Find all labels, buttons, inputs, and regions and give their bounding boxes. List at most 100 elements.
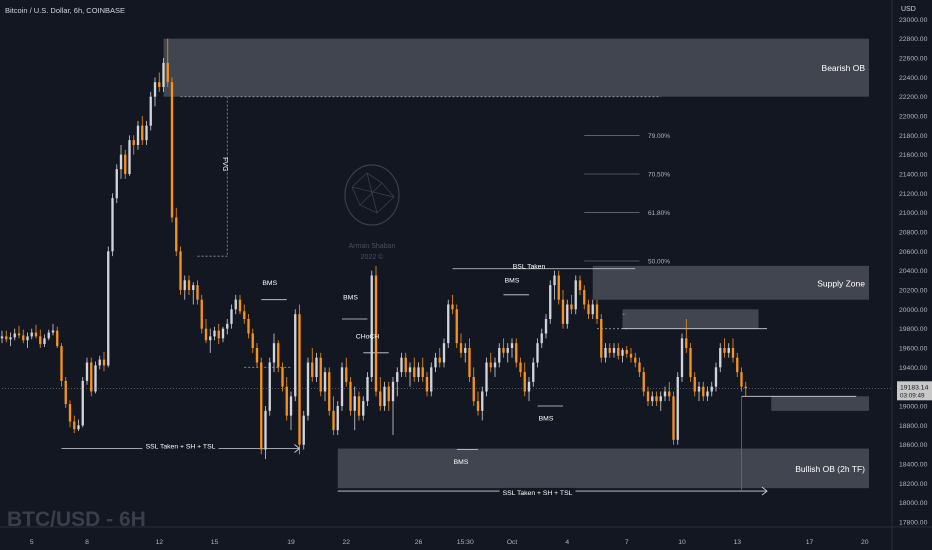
candle-body	[43, 338, 46, 345]
candle-body	[345, 367, 348, 382]
candle-body	[328, 372, 331, 411]
candle-body	[374, 275, 378, 392]
candle-body	[493, 362, 497, 368]
candle-body	[90, 362, 93, 392]
candle-body	[489, 362, 492, 368]
candle-body	[285, 386, 288, 416]
candle-body	[663, 391, 667, 397]
candle-body	[264, 410, 267, 450]
candle-body	[570, 304, 573, 310]
candle-body	[272, 343, 276, 363]
candle-body	[697, 386, 701, 392]
y-tick-label: 23000.00	[899, 17, 928, 24]
candle-body	[723, 348, 726, 353]
candle-body	[166, 62, 169, 83]
candle-body	[111, 198, 114, 252]
candle-body	[421, 367, 424, 377]
candle-body	[676, 377, 679, 440]
x-tick-label: 8	[85, 539, 89, 546]
candle-body	[81, 380, 84, 426]
candle-body	[260, 362, 263, 450]
candle-body	[149, 96, 152, 126]
lines-layer: 79.00% 70.50% 61.80% 50.00%	[61, 96, 857, 496]
candle-body	[629, 353, 633, 358]
candle-body	[731, 348, 735, 358]
candle-body	[281, 367, 284, 387]
candle-body	[727, 348, 730, 353]
annotation-0: FVG	[221, 157, 228, 171]
candle-body	[408, 367, 412, 373]
candle-body	[289, 396, 293, 416]
zone-2	[622, 309, 759, 329]
candle-body	[604, 348, 607, 358]
annotations-layer: FVG BMS BMS CHoCH BMS BMS BMS BSL Taken SSL Take…	[142, 157, 576, 498]
candle-body	[689, 348, 692, 377]
candle-body	[600, 319, 603, 358]
candle-body	[638, 362, 641, 373]
candle-body	[642, 372, 645, 392]
candle-body	[366, 377, 369, 402]
candle-body	[141, 125, 144, 141]
candle-body	[447, 304, 450, 344]
y-axis[interactable]: 23000.00 22800.00 22600.00 22400.00 22200.00…	[891, 0, 928, 550]
logo-author: Arman Shaban	[349, 243, 396, 250]
candle-body	[213, 330, 216, 337]
candle-body	[391, 381, 395, 402]
annotation-6: BMS	[454, 459, 469, 466]
candle-body	[612, 348, 616, 353]
y-tick-label: 20400.00	[899, 268, 928, 275]
annotation-8: SSL Taken + SH + TSL	[146, 444, 216, 451]
candle-body	[221, 328, 225, 339]
candle-body	[34, 332, 38, 337]
x-tick-label: 26	[415, 539, 423, 546]
x-tick-label: 7	[625, 539, 629, 546]
candle-body	[349, 381, 352, 411]
candle-body	[434, 357, 437, 368]
candle-body	[693, 377, 696, 392]
candle-body	[170, 82, 174, 218]
candle-body	[298, 314, 301, 445]
candle-body	[200, 299, 203, 329]
candle-body	[268, 362, 271, 411]
annotation-1: BMS	[262, 280, 277, 287]
candle-body	[136, 125, 140, 145]
candle-body	[574, 280, 577, 310]
candle-body	[162, 62, 165, 87]
candle-body	[736, 357, 739, 373]
symbol-title: Bitcoin / U.S. Dollar, 6h, COINBASE	[5, 6, 125, 15]
candle-body	[230, 309, 233, 324]
y-tick-label: 18400.00	[899, 462, 928, 469]
logo-year: 2022 ©	[361, 253, 385, 261]
candle-body	[332, 410, 335, 431]
currency-label: USD	[901, 6, 916, 13]
zone-0	[163, 38, 869, 97]
candle-body	[685, 338, 688, 348]
candle-body	[668, 391, 671, 397]
annotation-bg-9	[499, 487, 576, 498]
x-tick-label: 4	[565, 539, 569, 546]
y-tick-label: 22000.00	[899, 114, 928, 121]
candle-body	[9, 337, 12, 340]
zone-1	[592, 265, 869, 300]
logo-brain-outline	[344, 164, 400, 226]
candle-body	[608, 348, 611, 353]
candle-body	[158, 82, 161, 87]
candle-body	[740, 372, 743, 387]
fib-label-2: 61.80%	[648, 210, 670, 217]
y-tick-label: 18800.00	[899, 423, 928, 430]
candle-body	[578, 280, 582, 290]
x-tick-label: 20	[861, 539, 869, 546]
candle-body	[438, 357, 441, 363]
candle-body	[323, 372, 327, 392]
candle-body	[519, 362, 522, 373]
candle-body	[464, 348, 467, 353]
last-price-box	[897, 381, 932, 401]
candle-body	[39, 336, 42, 345]
annotation-bg-8	[142, 441, 219, 452]
x-tick-label: 12	[155, 539, 163, 546]
candle-body	[617, 348, 620, 356]
x-axis[interactable]: 5 8 12 15 19 22 26 15:30 Oct 4 7 10 13 17 20	[0, 526, 932, 546]
candle-body	[179, 251, 182, 290]
candle-body	[655, 396, 658, 402]
